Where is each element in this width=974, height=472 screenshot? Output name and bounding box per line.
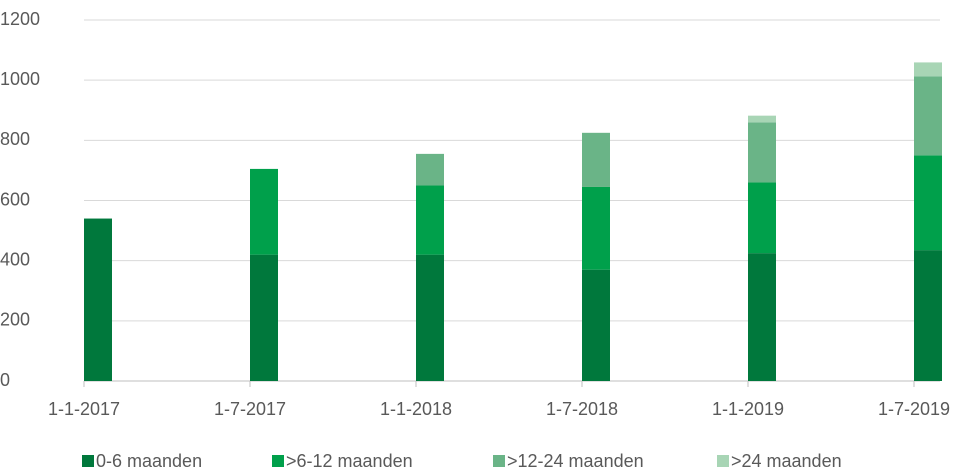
legend-swatch: [272, 455, 284, 467]
y-tick-label: 1200: [0, 9, 40, 29]
y-tick-label: 0: [0, 370, 10, 390]
y-tick-label: 1000: [0, 69, 40, 89]
bar-segment: [748, 253, 776, 381]
bar-segment: [748, 122, 776, 183]
legend-label: >24 maanden: [731, 451, 842, 471]
y-tick-label: 800: [0, 129, 30, 149]
bar-segment: [250, 168, 278, 255]
x-tick-label: 1-7-2018: [546, 399, 618, 419]
legend-label: >6-12 maanden: [286, 451, 413, 471]
x-tick-label: 1-1-2018: [380, 399, 452, 419]
bar-segment: [416, 153, 444, 186]
bar-segment: [416, 185, 444, 255]
bar-segment: [582, 269, 610, 381]
bar-segment: [416, 254, 444, 381]
x-tick-label: 1-7-2017: [214, 399, 286, 419]
y-tick-label: 400: [0, 249, 30, 269]
bar-segment: [748, 115, 776, 123]
bar-segment: [914, 155, 942, 251]
legend-label: 0-6 maanden: [96, 451, 202, 471]
y-tick-label: 600: [0, 189, 30, 209]
bar-segment: [84, 218, 112, 381]
bar-segment: [250, 254, 278, 381]
legend-label: >12-24 maanden: [507, 451, 644, 471]
legend-swatch: [82, 455, 94, 467]
bar-segment: [914, 250, 942, 381]
x-tick-label: 1-7-2019: [878, 399, 950, 419]
bar-segment: [582, 186, 610, 270]
bar-segment: [914, 62, 942, 77]
legend-swatch: [717, 455, 729, 467]
legend-swatch: [493, 455, 505, 467]
bar-segment: [582, 132, 610, 187]
bar-segment: [914, 76, 942, 156]
x-tick-label: 1-1-2017: [48, 399, 120, 419]
bar-segment: [748, 182, 776, 254]
y-tick-label: 200: [0, 310, 30, 330]
x-tick-label: 1-1-2019: [712, 399, 784, 419]
